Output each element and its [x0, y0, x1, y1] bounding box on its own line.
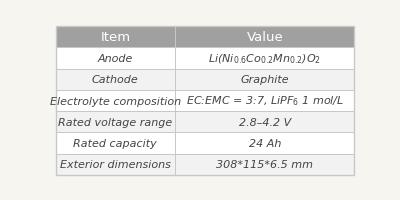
Text: Graphite: Graphite	[240, 75, 289, 85]
Bar	[56, 133, 175, 154]
Bar	[175, 154, 354, 175]
Text: Anode: Anode	[98, 54, 133, 64]
Bar	[56, 154, 175, 175]
Text: Value: Value	[246, 31, 283, 44]
Bar	[56, 112, 175, 133]
Bar	[175, 69, 354, 90]
Text: EC:EMC = 3:7, LiPF$_6$ 1 mol/L: EC:EMC = 3:7, LiPF$_6$ 1 mol/L	[186, 94, 344, 108]
Bar	[175, 27, 354, 48]
Text: Rated capacity: Rated capacity	[74, 138, 157, 148]
Text: Exterior dimensions: Exterior dimensions	[60, 160, 171, 170]
Bar	[56, 27, 175, 48]
Bar	[56, 48, 175, 69]
Text: Rated voltage range: Rated voltage range	[58, 117, 172, 127]
Bar	[56, 90, 175, 112]
Text: 308*115*6.5 mm: 308*115*6.5 mm	[216, 160, 313, 170]
Text: Li(Ni$_{0.6}$Co$_{0.2}$Mn$_{0.2}$)O$_2$: Li(Ni$_{0.6}$Co$_{0.2}$Mn$_{0.2}$)O$_2$	[208, 52, 321, 65]
Text: Cathode: Cathode	[92, 75, 139, 85]
Text: 2.8–4.2 V: 2.8–4.2 V	[239, 117, 291, 127]
Text: 24 Ah: 24 Ah	[248, 138, 281, 148]
Bar	[175, 48, 354, 69]
Bar	[175, 112, 354, 133]
Bar	[175, 133, 354, 154]
Text: Electrolyte composition: Electrolyte composition	[50, 96, 181, 106]
Bar	[175, 90, 354, 112]
Text: Item: Item	[100, 31, 130, 44]
Bar	[56, 69, 175, 90]
